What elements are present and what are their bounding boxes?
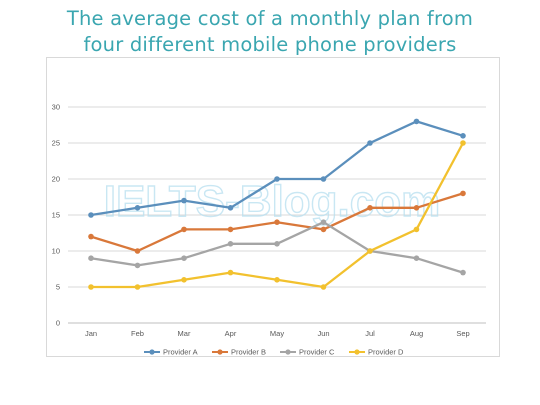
x-tick-label: Feb: [131, 329, 144, 338]
chart-title-line-2: four different mobile phone providers: [83, 33, 457, 56]
x-tick-label: Jul: [365, 329, 375, 338]
data-point: [134, 205, 141, 211]
data-point: [320, 226, 327, 233]
data-point: [367, 248, 373, 254]
y-tick-label: 25: [52, 139, 60, 148]
data-point: [227, 205, 234, 211]
gridlines: [68, 106, 486, 324]
legend-marker: [149, 349, 155, 355]
data-point: [181, 197, 187, 204]
y-tick-label: 5: [56, 283, 60, 292]
data-point: [460, 190, 466, 197]
chart-title-line-1: The average cost of a monthly plan from: [66, 7, 474, 30]
data-point: [181, 255, 187, 261]
y-tick-label: 20: [52, 175, 60, 184]
data-point: [413, 226, 420, 233]
data-point: [413, 205, 420, 211]
data-point: [134, 248, 141, 254]
legend: Provider A Provider B Provider C Provider D: [144, 348, 404, 357]
data-point: [320, 176, 327, 182]
series-4: [88, 140, 466, 290]
data-point: [181, 277, 187, 283]
data-point: [413, 118, 420, 125]
x-tick-label: Jun: [317, 329, 329, 338]
y-tick-label: 10: [52, 247, 60, 256]
y-tick-label: 0: [56, 319, 60, 328]
data-point: [460, 140, 466, 146]
data-point: [460, 133, 466, 139]
legend-marker: [354, 349, 360, 355]
data-point: [227, 269, 234, 276]
data-point: [274, 219, 280, 225]
data-point: [134, 284, 141, 290]
data-point: [181, 226, 187, 233]
data-point: [274, 176, 280, 182]
series-1: [88, 118, 466, 218]
data-point: [367, 140, 373, 146]
legend-marker: [217, 349, 223, 355]
y-tick-label: 15: [52, 211, 60, 220]
data-point: [88, 284, 94, 290]
axis-labels: 0 5 10 15 20 25 30 Jan Feb Mar Apr May Jun Jul Aug Sep: [52, 103, 470, 338]
legend-label: Provider A: [163, 348, 198, 357]
legend-marker: [285, 349, 291, 355]
chart-frame: [46, 57, 500, 357]
data-point: [320, 219, 327, 225]
data-point: [88, 212, 94, 218]
data-point: [367, 205, 373, 211]
data-point: [320, 284, 327, 290]
legend-item: Provider B: [212, 348, 266, 357]
legend-item: Provider A: [144, 348, 198, 357]
data-point: [88, 233, 94, 240]
y-tick-label: 30: [52, 103, 60, 112]
data-point: [460, 269, 466, 276]
legend-label: Provider B: [231, 348, 266, 357]
watermark: IELTS-Blog.com: [104, 177, 441, 226]
data-point: [88, 255, 94, 261]
x-tick-label: Aug: [410, 329, 423, 338]
data-point: [274, 241, 280, 247]
data-point: [227, 241, 234, 247]
legend-label: Provider D: [368, 348, 404, 357]
x-tick-label: Mar: [178, 329, 191, 338]
x-tick-label: Jan: [85, 329, 97, 338]
legend-label: Provider C: [299, 348, 335, 357]
legend-item: Provider D: [349, 348, 404, 357]
chart-title: The average cost of a monthly plan from …: [0, 6, 540, 58]
data-point: [413, 255, 420, 261]
data-point: [227, 226, 234, 233]
x-tick-label: Sep: [456, 329, 469, 338]
x-tick-label: Apr: [225, 329, 237, 338]
data-point: [134, 262, 141, 269]
series-2: [88, 190, 466, 254]
data-point: [274, 277, 280, 283]
x-tick-label: May: [270, 329, 284, 338]
series: [88, 118, 466, 290]
legend-item: Provider C: [280, 348, 335, 357]
